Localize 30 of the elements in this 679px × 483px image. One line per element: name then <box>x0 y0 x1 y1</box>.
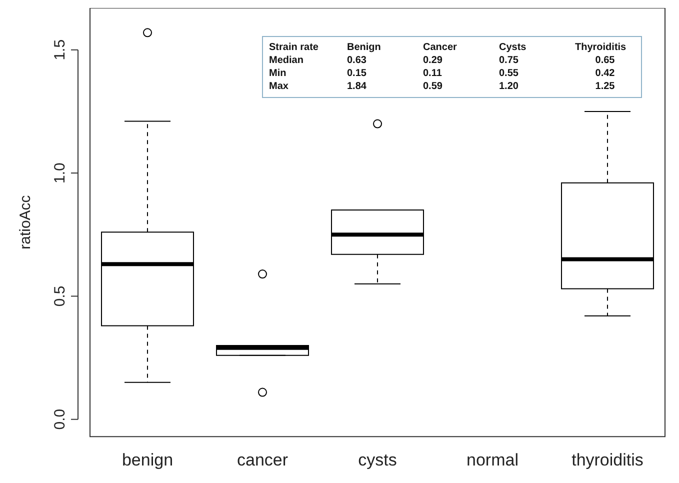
annotation: 1.25 <box>594 80 616 93</box>
annotation: 0.55 <box>499 67 520 80</box>
annotation: Cysts <box>499 41 528 54</box>
y-tick-label: 1.5 <box>52 39 69 60</box>
annotation: Benign <box>347 41 382 54</box>
annotation: 1.84 <box>347 80 368 93</box>
annotation: 1.20 <box>499 80 520 93</box>
annotation: 0.29 <box>423 54 444 67</box>
annotation: 0.59 <box>423 80 444 93</box>
x-tick-label: cysts <box>358 450 397 470</box>
x-tick-label: thyroiditis <box>572 450 644 470</box>
annotation: Strain rate <box>269 41 320 54</box>
y-axis-title: ratioAcc <box>17 194 34 250</box>
annotation: Median <box>269 54 304 67</box>
annotation: 0.15 <box>347 67 368 80</box>
annotation: 0.75 <box>499 54 520 67</box>
annotation: Min <box>269 67 288 80</box>
annotation: Max <box>269 80 290 93</box>
y-tick-label: 1.0 <box>52 162 69 184</box>
x-tick-label: cancer <box>236 450 288 470</box>
x-tick-label: normal <box>466 450 518 470</box>
x-tick-label: benign <box>122 450 174 470</box>
annotation: 0.63 <box>347 54 368 67</box>
annotation: 0.42 <box>594 67 616 80</box>
annotation: 0.11 <box>423 67 443 80</box>
annotation: Thyroiditis <box>575 41 628 54</box>
annotation: Cancer <box>423 41 458 54</box>
annotation: 0.65 <box>594 54 616 67</box>
y-tick-label: 0.0 <box>52 408 69 430</box>
y-tick-label: 0.5 <box>52 286 69 307</box>
